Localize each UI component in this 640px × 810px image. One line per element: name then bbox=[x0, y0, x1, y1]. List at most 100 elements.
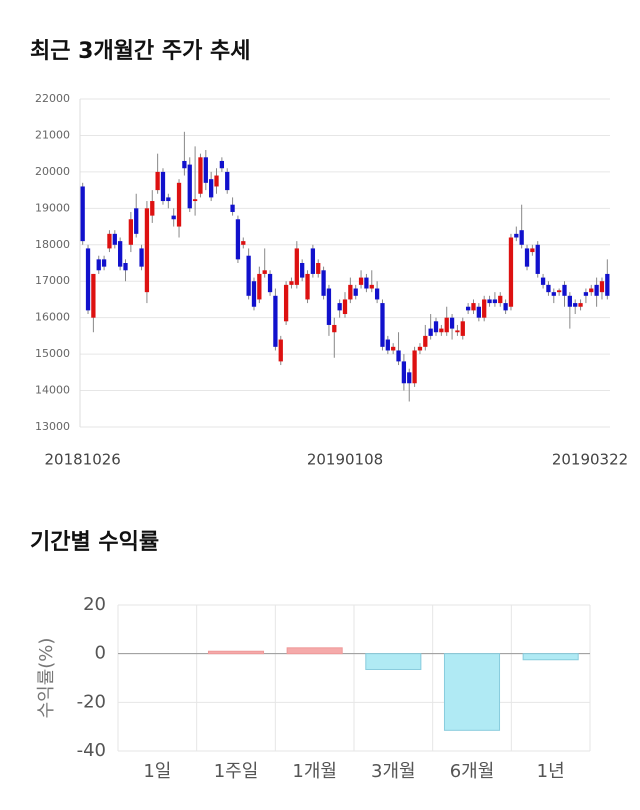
candle-body bbox=[573, 303, 578, 307]
candle-body bbox=[332, 324, 337, 333]
y-tick-label: 19000 bbox=[35, 201, 70, 214]
candle-body bbox=[433, 321, 439, 333]
candle-body bbox=[150, 201, 155, 216]
candle-body bbox=[567, 295, 572, 307]
candle-body bbox=[369, 284, 374, 289]
candle-body bbox=[391, 346, 396, 351]
candle-body bbox=[348, 284, 353, 300]
candle-body bbox=[492, 299, 498, 304]
y-axis-label: 수익률(%) bbox=[36, 638, 57, 719]
candle-body bbox=[342, 299, 348, 315]
candle-body bbox=[476, 306, 481, 318]
candle-body bbox=[209, 179, 214, 198]
x-tick-label: 6개월 bbox=[450, 761, 495, 782]
y-tick-label: -20 bbox=[77, 691, 106, 712]
candle-body bbox=[101, 259, 107, 267]
x-tick-label: 1년 bbox=[537, 761, 565, 782]
y-tick-label: 14000 bbox=[35, 384, 70, 397]
candle-body bbox=[182, 160, 187, 169]
candle-body bbox=[128, 219, 133, 245]
candle-body bbox=[155, 171, 160, 191]
candle-body bbox=[583, 292, 589, 296]
y-tick-label: 17000 bbox=[35, 274, 70, 287]
bar bbox=[365, 653, 422, 670]
candle-body bbox=[503, 303, 508, 311]
candle-body bbox=[112, 233, 117, 245]
x-tick-label: 20181026 bbox=[44, 451, 120, 469]
candle-body bbox=[380, 303, 385, 347]
candle-body bbox=[176, 182, 182, 227]
candle-body bbox=[498, 295, 503, 304]
x-tick-label: 20190322 bbox=[552, 451, 628, 469]
candle-body bbox=[524, 248, 530, 267]
candle-body bbox=[300, 263, 305, 278]
candle-body bbox=[144, 208, 150, 293]
y-tick-label: 21000 bbox=[35, 128, 70, 141]
chart-title: 기간별 수익률 bbox=[30, 530, 159, 555]
candle-body bbox=[465, 306, 471, 311]
candle-body bbox=[316, 263, 321, 274]
candle-body bbox=[551, 292, 556, 296]
candle-body bbox=[514, 233, 519, 238]
bar bbox=[286, 647, 343, 655]
candle-body bbox=[401, 361, 407, 384]
candle-body bbox=[123, 263, 128, 271]
candle-body bbox=[283, 284, 289, 322]
candle-body bbox=[278, 339, 283, 362]
candle-body bbox=[385, 339, 390, 351]
candle-body bbox=[107, 233, 112, 249]
candle-body bbox=[96, 259, 101, 271]
candle-body bbox=[235, 219, 241, 260]
candle-body bbox=[267, 273, 273, 293]
candle-body bbox=[417, 346, 423, 351]
candle-body bbox=[321, 270, 326, 296]
candle-body bbox=[460, 321, 465, 336]
candle-body bbox=[219, 160, 225, 169]
candle-body bbox=[85, 248, 91, 311]
candle-body bbox=[423, 335, 428, 347]
candle-body bbox=[519, 230, 524, 245]
candle-body bbox=[557, 290, 562, 293]
candle-body bbox=[230, 204, 235, 212]
candle-body bbox=[139, 248, 144, 267]
chart-title: 최근 3개월간 주가 추세 bbox=[30, 39, 250, 64]
candle-body bbox=[203, 157, 208, 183]
candle-body bbox=[535, 244, 540, 274]
bar bbox=[522, 653, 579, 661]
candle-body bbox=[160, 171, 166, 202]
candle-body bbox=[251, 281, 257, 307]
y-tick-label: 20 bbox=[83, 594, 106, 615]
y-tick-label: 13000 bbox=[35, 420, 70, 433]
candle-body bbox=[578, 303, 583, 307]
y-tick-label: 20000 bbox=[35, 165, 70, 178]
candle-body bbox=[262, 270, 267, 274]
y-tick-label: 18000 bbox=[35, 238, 70, 251]
candle-body bbox=[508, 237, 514, 307]
candle-body bbox=[310, 248, 316, 274]
candle-body bbox=[198, 157, 203, 194]
bar bbox=[443, 653, 501, 731]
candle-body bbox=[471, 303, 476, 311]
candle-body bbox=[246, 255, 251, 296]
x-tick-label: 1주일 bbox=[214, 761, 259, 782]
candle-body bbox=[546, 284, 551, 293]
candle-body bbox=[214, 175, 219, 187]
candle-body bbox=[605, 273, 610, 296]
x-tick-label: 1개월 bbox=[292, 761, 337, 782]
candle-body bbox=[358, 277, 364, 285]
candle-body bbox=[241, 241, 246, 245]
candle-body bbox=[374, 288, 380, 300]
candle-body bbox=[187, 164, 192, 209]
candle-body bbox=[171, 215, 176, 220]
candle-body bbox=[540, 277, 546, 285]
candle-body bbox=[599, 281, 605, 293]
candle-body bbox=[589, 288, 594, 293]
candle-body bbox=[91, 273, 96, 318]
candle-body bbox=[273, 295, 278, 347]
candle-body bbox=[562, 284, 567, 296]
x-tick-label: 1일 bbox=[143, 761, 171, 782]
candle-body bbox=[482, 299, 487, 318]
y-tick-label: 16000 bbox=[35, 311, 70, 324]
candle-body bbox=[449, 317, 455, 329]
